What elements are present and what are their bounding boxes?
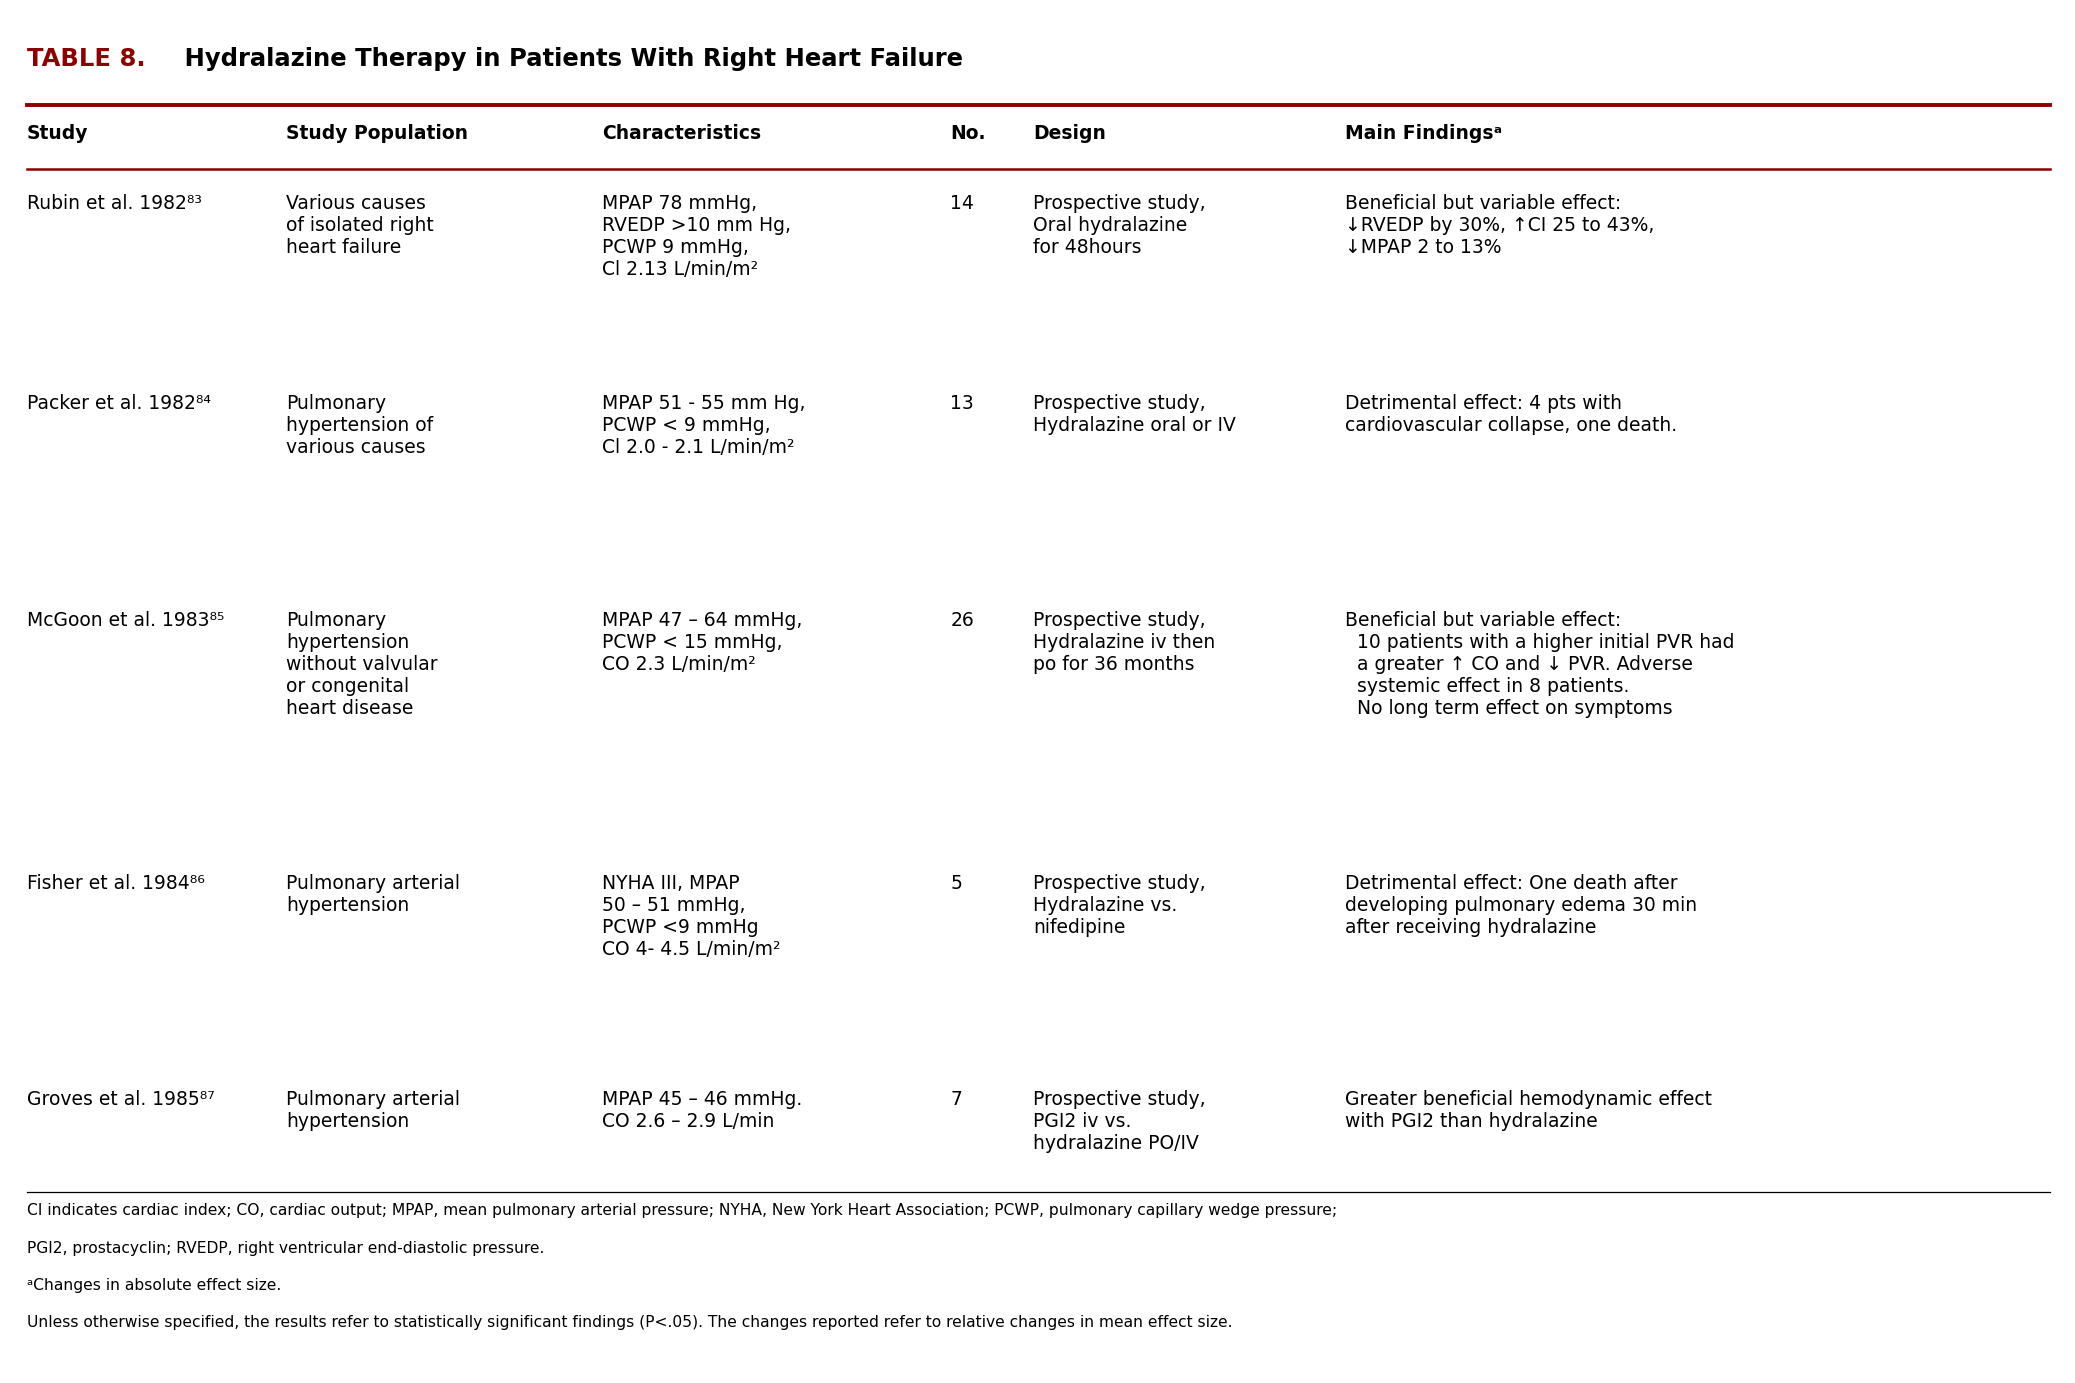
Text: Prospective study,
PGI2 iv vs.
hydralazine PO/IV: Prospective study, PGI2 iv vs. hydralazi… [1033,1090,1206,1153]
Text: 5: 5 [950,874,963,893]
Text: Study: Study [27,124,89,144]
Text: NYHA III, MPAP
50 – 51 mmHg,
PCWP <9 mmHg
CO 4- 4.5 L/min/m²: NYHA III, MPAP 50 – 51 mmHg, PCWP <9 mmH… [602,874,780,958]
Text: Prospective study,
Oral hydralazine
for 48hours: Prospective study, Oral hydralazine for … [1033,194,1206,257]
Text: Packer et al. 1982⁸⁴: Packer et al. 1982⁸⁴ [27,394,212,414]
Text: Design: Design [1033,124,1106,144]
Text: Groves et al. 1985⁸⁷: Groves et al. 1985⁸⁷ [27,1090,214,1109]
Text: MPAP 78 mmHg,
RVEDP >10 mm Hg,
PCWP 9 mmHg,
Cl 2.13 L/min/m²: MPAP 78 mmHg, RVEDP >10 mm Hg, PCWP 9 mm… [602,194,791,278]
Text: Prospective study,
Hydralazine vs.
nifedipine: Prospective study, Hydralazine vs. nifed… [1033,874,1206,938]
Text: Beneficial but variable effect:
  10 patients with a higher initial PVR had
  a : Beneficial but variable effect: 10 patie… [1345,611,1735,718]
Text: MPAP 51 - 55 mm Hg,
PCWP < 9 mmHg,
Cl 2.0 - 2.1 L/min/m²: MPAP 51 - 55 mm Hg, PCWP < 9 mmHg, Cl 2.… [602,394,805,458]
Text: 14: 14 [950,194,975,213]
Text: Pulmonary arterial
hypertension: Pulmonary arterial hypertension [286,874,461,916]
Text: Detrimental effect: 4 pts with
cardiovascular collapse, one death.: Detrimental effect: 4 pts with cardiovas… [1345,394,1677,436]
Text: Pulmonary
hypertension
without valvular
or congenital
heart disease: Pulmonary hypertension without valvular … [286,611,438,718]
Text: Hydralazine Therapy in Patients With Right Heart Failure: Hydralazine Therapy in Patients With Rig… [176,47,963,71]
Text: 7: 7 [950,1090,963,1109]
Text: ᵃChanges in absolute effect size.: ᵃChanges in absolute effect size. [27,1278,282,1293]
Text: Detrimental effect: One death after
developing pulmonary edema 30 min
after rece: Detrimental effect: One death after deve… [1345,874,1697,938]
Text: Pulmonary
hypertension of
various causes: Pulmonary hypertension of various causes [286,394,434,458]
Text: TABLE 8.: TABLE 8. [27,47,145,71]
Text: 13: 13 [950,394,973,414]
Text: Beneficial but variable effect:
↓RVEDP by 30%, ↑CI 25 to 43%,
↓MPAP 2 to 13%: Beneficial but variable effect: ↓RVEDP b… [1345,194,1654,257]
Text: Various causes
of isolated right
heart failure: Various causes of isolated right heart f… [286,194,434,257]
Text: PGI2, prostacyclin; RVEDP, right ventricular end-diastolic pressure.: PGI2, prostacyclin; RVEDP, right ventric… [27,1241,544,1256]
Text: McGoon et al. 1983⁸⁵: McGoon et al. 1983⁸⁵ [27,611,224,631]
Text: Prospective study,
Hydralazine iv then
po for 36 months: Prospective study, Hydralazine iv then p… [1033,611,1216,675]
Text: Greater beneficial hemodynamic effect
with PGI2 than hydralazine: Greater beneficial hemodynamic effect wi… [1345,1090,1712,1131]
Text: Fisher et al. 1984⁸⁶: Fisher et al. 1984⁸⁶ [27,874,205,893]
Text: Pulmonary arterial
hypertension: Pulmonary arterial hypertension [286,1090,461,1131]
Text: No.: No. [950,124,986,144]
Text: Main Findingsᵃ: Main Findingsᵃ [1345,124,1502,144]
Text: 26: 26 [950,611,973,631]
Text: Prospective study,
Hydralazine oral or IV: Prospective study, Hydralazine oral or I… [1033,394,1237,436]
Text: CI indicates cardiac index; CO, cardiac output; MPAP, mean pulmonary arterial pr: CI indicates cardiac index; CO, cardiac … [27,1203,1336,1218]
Text: MPAP 45 – 46 mmHg.
CO 2.6 – 2.9 L/min: MPAP 45 – 46 mmHg. CO 2.6 – 2.9 L/min [602,1090,803,1131]
Text: Study Population: Study Population [286,124,469,144]
Text: Rubin et al. 1982⁸³: Rubin et al. 1982⁸³ [27,194,201,213]
Text: Unless otherwise specified, the results refer to statistically significant findi: Unless otherwise specified, the results … [27,1315,1233,1330]
Text: MPAP 47 – 64 mmHg,
PCWP < 15 mmHg,
CO 2.3 L/min/m²: MPAP 47 – 64 mmHg, PCWP < 15 mmHg, CO 2.… [602,611,803,675]
Text: Characteristics: Characteristics [602,124,762,144]
